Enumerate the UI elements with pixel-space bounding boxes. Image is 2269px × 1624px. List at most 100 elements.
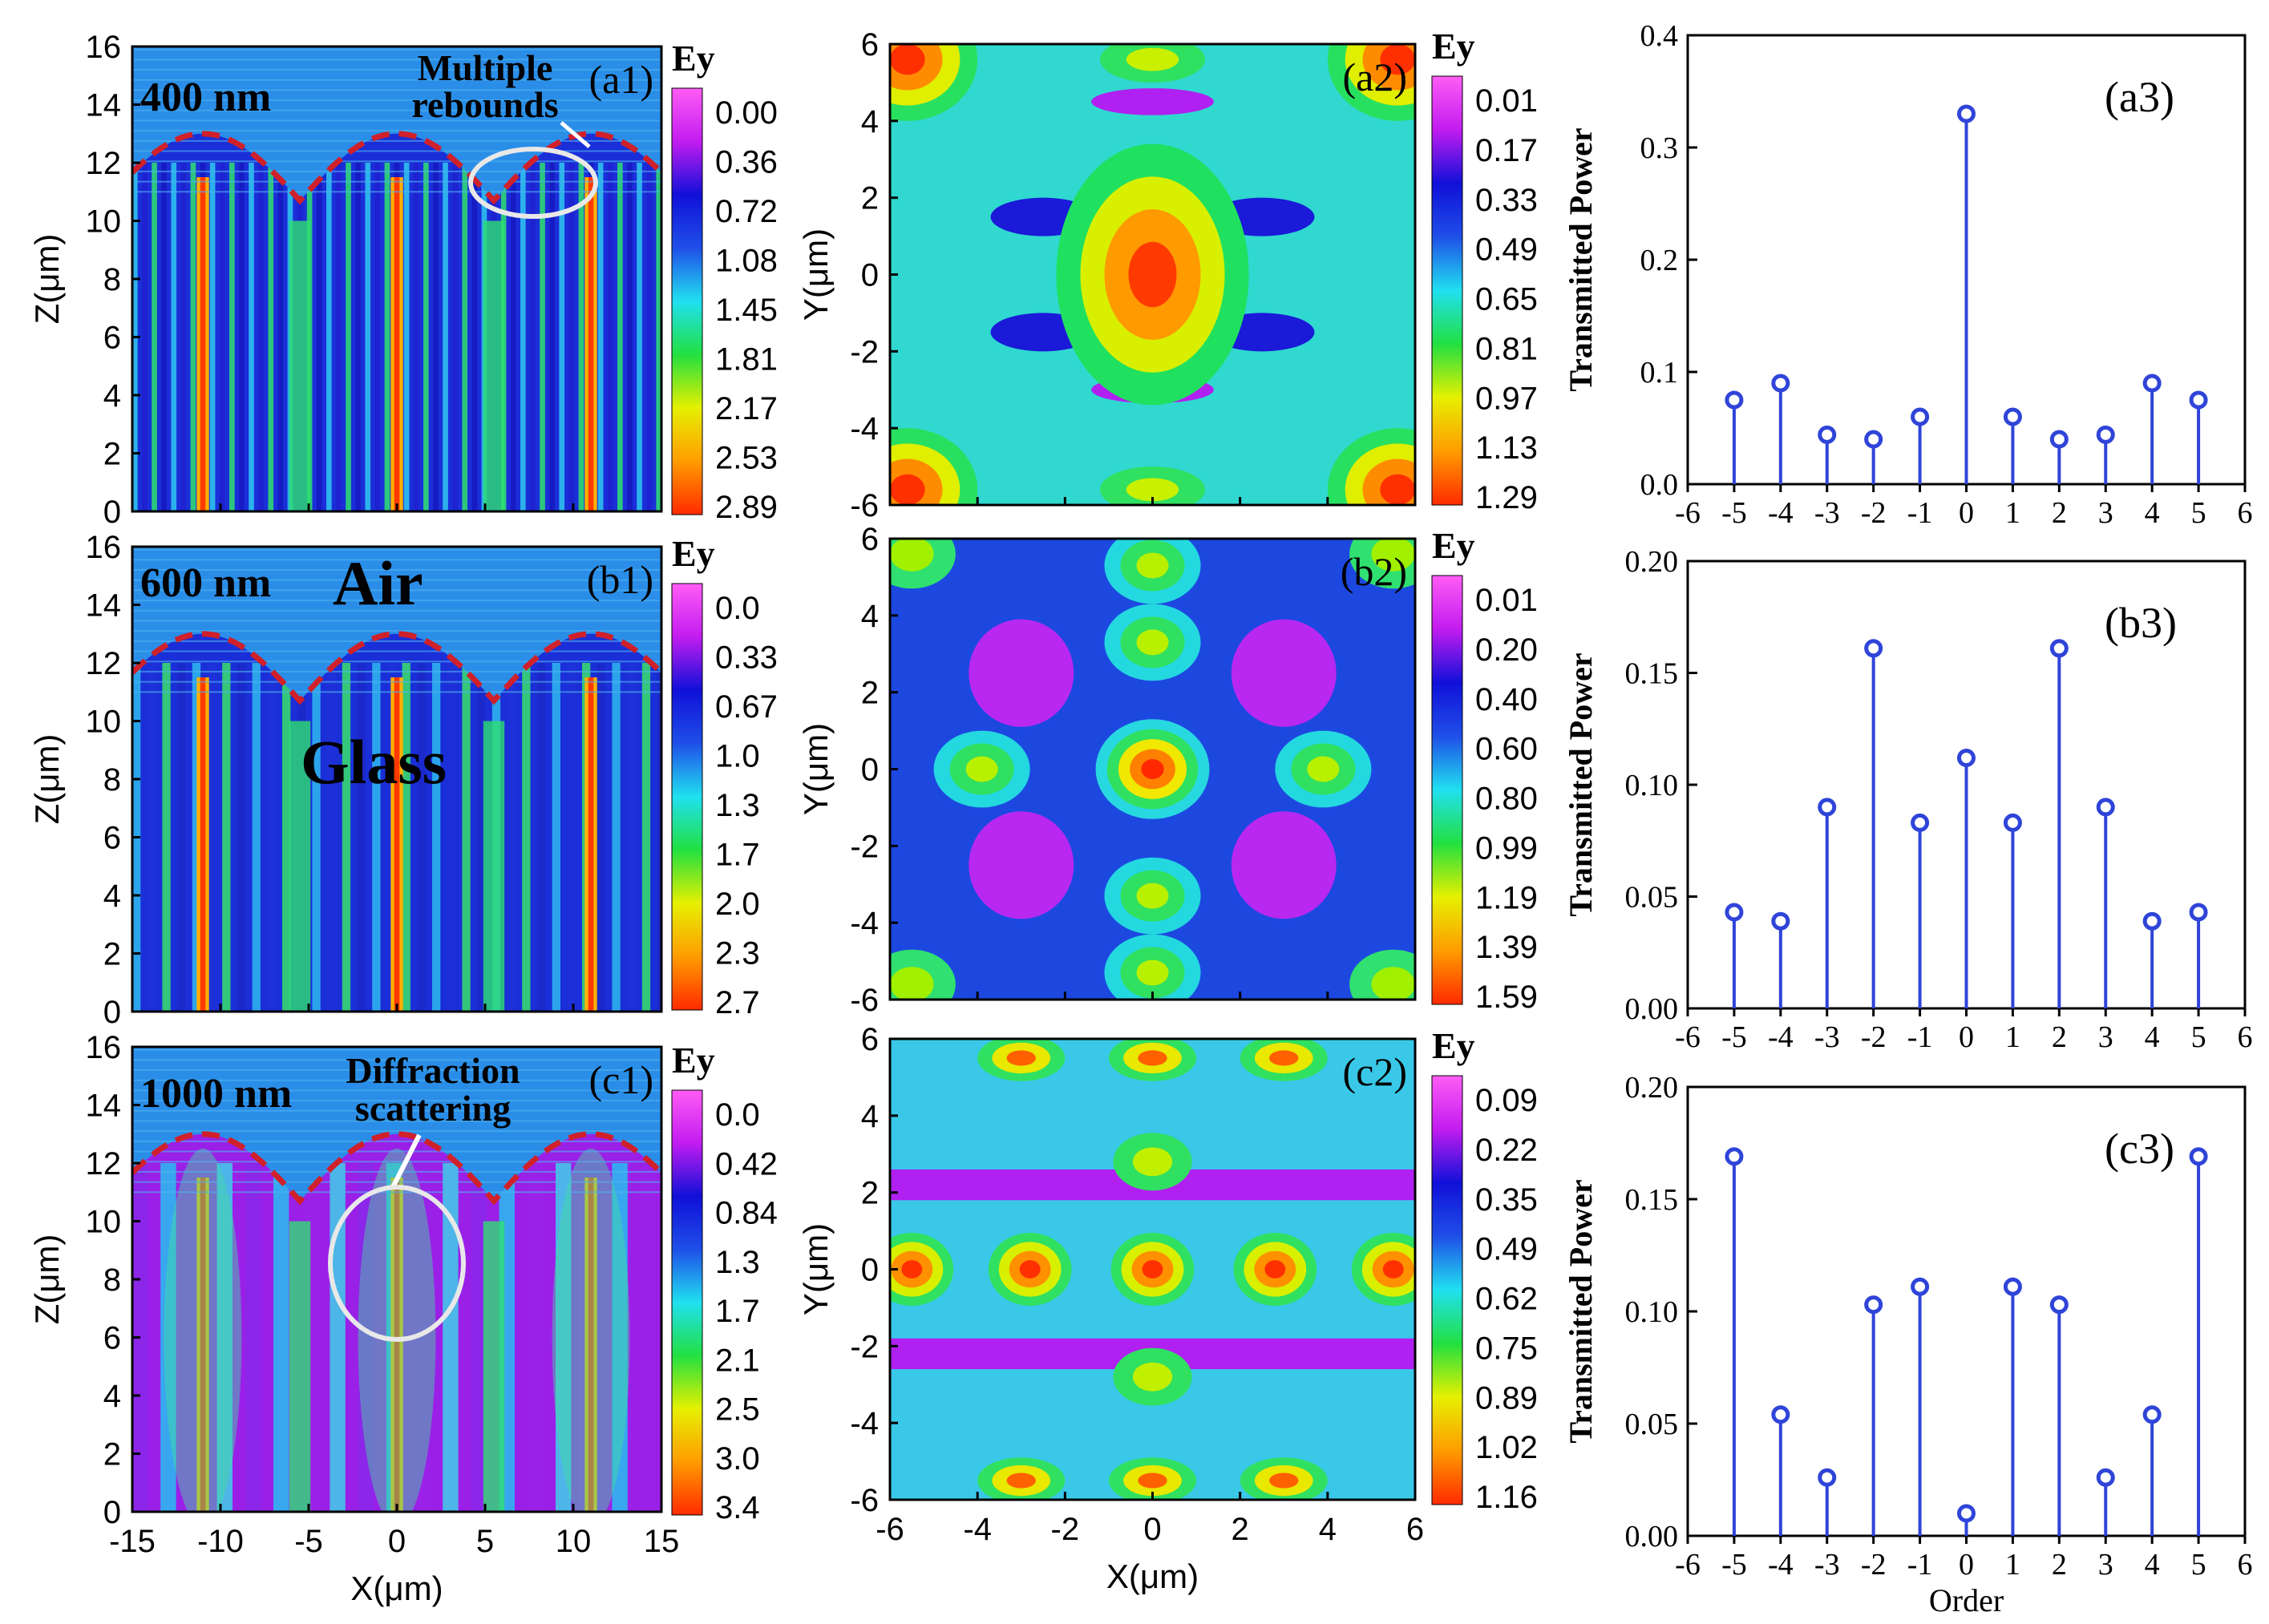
field-stripe — [152, 163, 157, 511]
focus-core — [200, 677, 206, 1012]
x-tick-label: 4 — [2145, 1548, 2160, 1582]
field-stripe — [627, 163, 633, 511]
colorbar-tick-label: 0.09 — [1475, 1083, 1538, 1118]
stem-marker — [1911, 813, 1930, 832]
field-stripe — [267, 663, 276, 1012]
x-tick-label: -4 — [1768, 1020, 1794, 1054]
colorbar-tick-label: 1.7 — [715, 1294, 760, 1329]
x-tick-label: 3 — [2098, 1548, 2113, 1582]
colorbar-tick-label: 0.97 — [1475, 381, 1538, 416]
side-peak — [1136, 959, 1169, 986]
stem-marker — [2049, 639, 2069, 658]
y-tick-label: 10 — [86, 204, 122, 240]
y-tick-label: -2 — [850, 829, 879, 864]
field-map-c1 — [132, 1047, 661, 1512]
field-stripe — [617, 163, 623, 511]
y-tick-label: 6 — [861, 522, 879, 557]
wavelength-label: 600 nm — [140, 560, 271, 606]
field-stripe — [312, 663, 321, 1012]
y-tick-label: 0.4 — [1640, 19, 1679, 53]
colorbar-tick-label: 2.7 — [715, 985, 760, 1020]
x-tick-label: -4 — [1768, 496, 1794, 530]
field-stripe — [556, 1163, 572, 1512]
stem-marker — [1771, 1405, 1790, 1424]
x-tick-label: 0 — [1959, 496, 1974, 530]
colorbar-tick-label: 2.3 — [715, 936, 760, 972]
field-stripe — [423, 163, 429, 511]
field-stripe — [413, 163, 419, 511]
colorbar-tick-label: 0.49 — [1475, 232, 1538, 268]
side-peak — [1136, 629, 1169, 656]
field-stripe — [207, 663, 216, 1012]
y-tick-label: -2 — [850, 1329, 879, 1364]
stem-marker — [2189, 903, 2208, 922]
y-tick-label: 0.20 — [1625, 1071, 1679, 1105]
annotation-ellipse — [328, 1185, 466, 1342]
y-tick-label: 0.00 — [1625, 1520, 1679, 1553]
annotation-line: scattering — [355, 1088, 511, 1129]
field-stripe — [316, 163, 322, 511]
field-stripe — [268, 163, 274, 511]
stem-marker — [1771, 374, 1790, 393]
y-tick-label: 4 — [861, 1099, 879, 1134]
field-stripe — [432, 663, 441, 1012]
y-tick-label: 6 — [103, 821, 121, 856]
x-tick-label: -4 — [963, 1512, 992, 1547]
field-stripe — [607, 163, 613, 511]
field-stripe — [597, 163, 604, 511]
field-stripe — [374, 163, 381, 511]
colorbar-tick-label: 0.22 — [1475, 1133, 1538, 1168]
x-tick-label: 1 — [2005, 1020, 2020, 1054]
y-tick-label: 2 — [103, 1437, 121, 1473]
y-axis-label: Y(μm) — [797, 723, 835, 815]
y-tick-label: 0.20 — [1625, 545, 1679, 579]
field-map-b1 — [132, 547, 661, 1012]
corner-peak — [890, 474, 925, 505]
stem-marker — [1864, 1295, 1883, 1315]
annotation-line: Multiple — [418, 47, 553, 88]
x-tick-label: -15 — [109, 1524, 156, 1559]
top-peak — [1138, 1050, 1167, 1066]
x-tick-label: 2 — [2052, 1020, 2067, 1054]
x-tick-label: 4 — [1319, 1512, 1337, 1547]
side-peak — [1136, 552, 1169, 579]
field-stripe — [627, 663, 636, 1012]
panel-label: (a3) — [2105, 73, 2174, 121]
colorbar-tick-label: 0.0 — [715, 1097, 760, 1133]
focus-core — [394, 1178, 400, 1512]
annotation-line: rebounds — [411, 84, 558, 125]
top-peak — [1269, 1050, 1299, 1066]
field-stripe — [443, 1163, 459, 1512]
corner-peak — [890, 967, 934, 1000]
y-tick-label: 6 — [103, 321, 121, 356]
x-tick-label: 0 — [1143, 1512, 1161, 1547]
colorbar-tick-label: 0.0 — [715, 591, 760, 626]
colorbar-tick-label: 2.53 — [715, 441, 778, 476]
y-tick-label: 14 — [86, 588, 122, 624]
x-tick-label: -4 — [1768, 1548, 1794, 1582]
y-tick-label: 6 — [103, 1321, 121, 1356]
medium-label-air: Air — [333, 548, 423, 618]
colorbar-tick-label: 0.20 — [1475, 632, 1538, 668]
y-axis-label: Y(μm) — [797, 228, 835, 321]
field-stripe — [471, 1163, 487, 1512]
field-stripe — [357, 663, 366, 1012]
row-peak — [1382, 1260, 1404, 1279]
colorbar-tick-label: 0.75 — [1475, 1331, 1538, 1366]
field-stripe — [258, 163, 264, 511]
field-stripe — [568, 163, 575, 511]
colorbar-tick-label: 1.7 — [715, 838, 760, 873]
stem-marker — [2003, 1277, 2022, 1296]
field-stripe — [612, 1163, 628, 1512]
x-tick-label: 1 — [2005, 1548, 2020, 1582]
stem-marker — [1957, 104, 1976, 123]
panel-label: (c2) — [1343, 1049, 1408, 1094]
x-tick-label: 15 — [644, 1524, 680, 1559]
stem-marker — [2096, 1468, 2115, 1487]
colorbar-tick-label: 1.45 — [715, 293, 778, 328]
x-tick-label: 5 — [2191, 496, 2206, 530]
corner-peak — [1371, 539, 1415, 572]
annotation-arrow — [390, 1133, 422, 1189]
y-tick-label: 0 — [103, 995, 121, 1030]
x-axis-label: X(μm) — [1106, 1557, 1199, 1595]
